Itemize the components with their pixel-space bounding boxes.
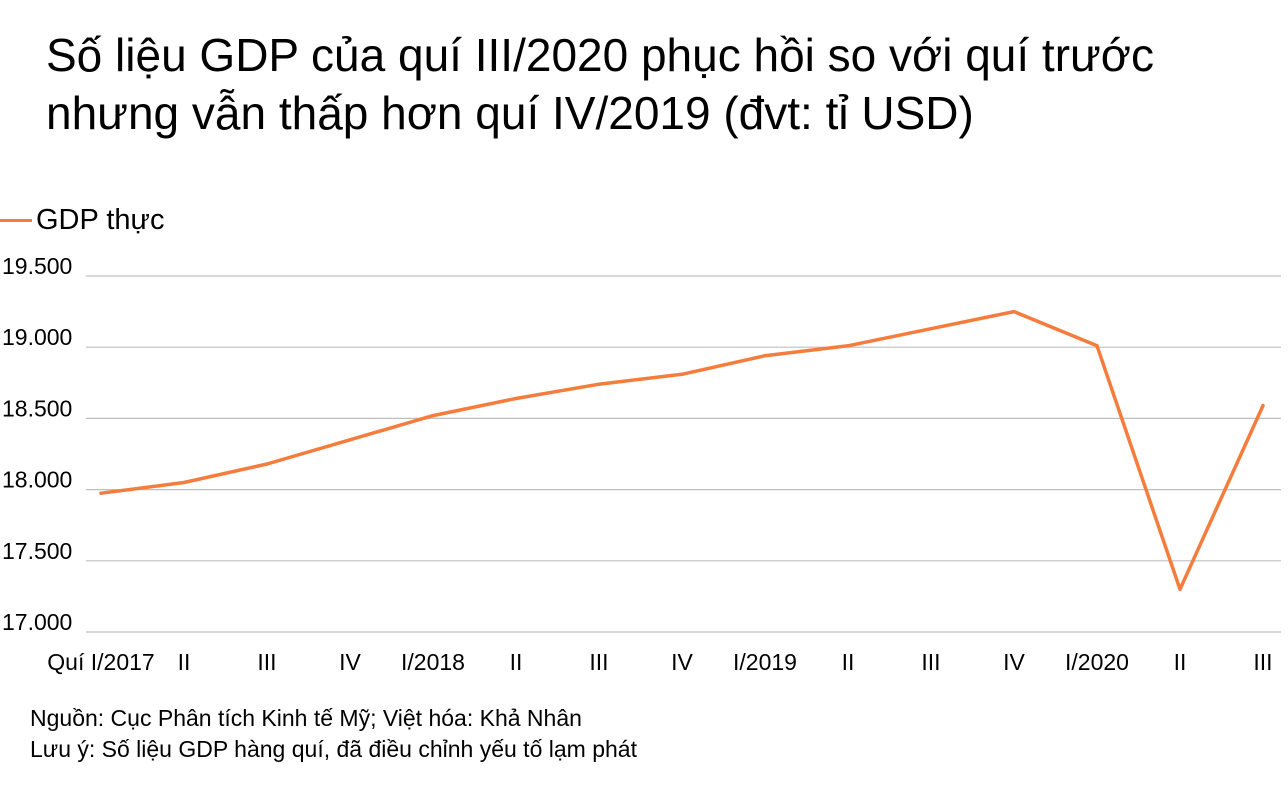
x-tick-label: IV — [1003, 649, 1025, 675]
legend: GDP thực — [0, 200, 164, 240]
y-tick-label: 17.500 — [2, 538, 72, 564]
chart-title: Số liệu GDP của quí III/2020 phục hồi so… — [46, 29, 1154, 139]
data-point — [1012, 310, 1016, 314]
data-point — [182, 480, 186, 485]
data-point — [514, 396, 518, 401]
caveat-note: Lưu ý: Số liệu GDP hàng quí, đã điều chỉ… — [30, 736, 637, 762]
data-point — [846, 344, 850, 348]
x-tick-label: II — [842, 649, 855, 675]
legend-line-swatch — [0, 218, 32, 222]
data-point — [929, 327, 933, 331]
y-tick-label: 17.000 — [2, 609, 72, 635]
data-point — [680, 372, 684, 376]
data-point — [265, 462, 269, 466]
x-tick-label: III — [257, 649, 276, 675]
x-tick-label: II — [510, 649, 523, 675]
data-point — [1261, 403, 1265, 408]
x-tick-label: II — [1174, 649, 1187, 675]
data-point — [763, 354, 767, 358]
y-tick-label: 18.500 — [2, 395, 72, 421]
y-tick-label: 19.500 — [2, 253, 72, 279]
data-point — [99, 491, 103, 495]
x-tick-label: I/2019 — [733, 649, 797, 675]
data-point — [348, 438, 352, 442]
y-tick-label: 18.000 — [2, 467, 72, 493]
x-tick-label: I/2020 — [1065, 649, 1129, 675]
source-note: Nguồn: Cục Phân tích Kinh tế Mỹ; Việt hó… — [30, 705, 582, 731]
x-tick-label: III — [589, 649, 608, 675]
x-tick-label: II — [178, 649, 191, 675]
x-tick-label: IV — [671, 649, 693, 675]
x-tick-label: IV — [339, 649, 361, 675]
data-point — [597, 382, 601, 386]
y-tick-label: 19.000 — [2, 324, 72, 350]
legend-label: GDP thực — [36, 203, 165, 236]
x-tick-label: III — [1253, 649, 1272, 675]
x-tick-label: Quí I/2017 — [47, 649, 154, 675]
series-line — [99, 309, 1265, 592]
data-point — [1095, 344, 1099, 348]
data-point — [431, 413, 435, 418]
data-point — [1178, 587, 1182, 591]
x-tick-label: I/2018 — [401, 649, 465, 675]
x-tick-label: III — [921, 649, 940, 675]
